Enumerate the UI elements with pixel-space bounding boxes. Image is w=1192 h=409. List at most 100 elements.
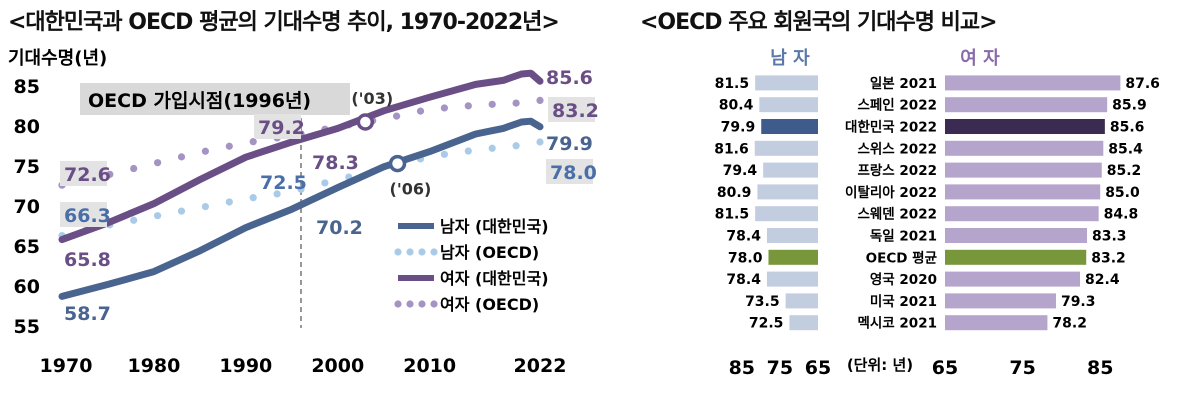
country-label: 미국 2021: [870, 294, 937, 310]
legend-swatch-dot: [418, 300, 426, 308]
legend-swatch-dot: [418, 248, 426, 256]
country-label: 이탈리아 2022: [845, 184, 937, 201]
male-bar: [759, 97, 818, 113]
country-label: 일본 2021: [870, 76, 937, 92]
country-label: 영국 2020: [870, 271, 937, 288]
dot-point: [154, 212, 162, 220]
female-value-label: 85.4: [1108, 141, 1143, 157]
male-bar: [766, 228, 818, 243]
dot-point: [130, 216, 138, 224]
dot-point: [249, 194, 257, 202]
value-label: 79.2: [258, 117, 305, 139]
female-value-label: 79.3: [1061, 294, 1096, 310]
female-bar: [945, 228, 1088, 243]
x-tick-label: 2010: [403, 355, 456, 377]
dot-point: [249, 138, 257, 146]
female-value-label: 78.2: [1052, 316, 1087, 332]
female-bar: [945, 315, 1048, 331]
male-value-label: 72.5: [749, 316, 784, 332]
male-value-label: 78.4: [726, 272, 761, 288]
dot-point: [440, 150, 448, 158]
dot-point: [416, 107, 425, 115]
male-bar: [761, 119, 818, 134]
male-value-label: 80.4: [719, 98, 754, 114]
y-axis-label: 기대수명(년): [8, 48, 107, 69]
dot-point: [536, 96, 544, 104]
life-expectancy-trend-panel: <대한민국과 OECD 평균의 기대수명 추이, 1970-2022년> 기대수…: [8, 10, 599, 377]
x-tick-label: 2000: [311, 355, 364, 377]
female-value-label: 83.2: [1091, 250, 1126, 266]
dot-point: [154, 159, 162, 167]
male-bar: [754, 140, 818, 156]
female-bar: [945, 75, 1121, 91]
female-value-label: 85.2: [1107, 163, 1142, 179]
female-bar: [945, 249, 1087, 265]
country-comparison-panel: <OECD 주요 회원국의 기대수명 비교> 남 자 여 자 81.5 87.6 일본 …: [600, 0, 1192, 409]
dot-point: [512, 99, 520, 107]
x-tick-label: 2022: [514, 355, 567, 377]
female-bar: [945, 97, 1108, 113]
value-label-bg: [546, 159, 593, 184]
female-bar: [945, 184, 1101, 200]
country-label: OECD 평균: [866, 249, 938, 266]
legend-label: 여자 (OECD): [440, 295, 539, 314]
dot-point: [177, 153, 186, 161]
line-chart: 기대수명(년) 55 60 65 70 75 80 85 1970 1980 1990 2000 201…: [8, 48, 599, 377]
legend-label: 여자 (대한민국): [440, 269, 549, 288]
legend-swatch-dot: [406, 300, 414, 308]
male-axis-tick: 85: [729, 357, 755, 379]
female-bar: [945, 119, 1105, 134]
country-label: 독일 2021: [870, 229, 937, 245]
male-value-label: 81.5: [715, 207, 750, 223]
country-label: 멕시코 2021: [857, 315, 937, 332]
male-value-label: 81.5: [715, 76, 750, 92]
male-bar: [768, 249, 818, 265]
country-label: 스위스 2022: [857, 141, 937, 157]
y-tick-label: 60: [14, 276, 40, 298]
legend-swatch-dot: [394, 248, 402, 256]
value-label: 58.7: [64, 303, 111, 325]
y-tick-label: 70: [14, 196, 40, 218]
y-tick-label: 85: [14, 76, 40, 98]
male-bar: [785, 293, 818, 309]
dot-point: [464, 102, 472, 110]
male-bar: [789, 315, 818, 331]
dot-point: [177, 207, 186, 215]
right-chart-title: <OECD 주요 회원국의 기대수명 비교>: [640, 10, 998, 35]
male-header: 남 자: [770, 48, 810, 69]
female-value-label: 83.3: [1092, 229, 1127, 245]
female-value-label: 82.4: [1085, 272, 1120, 288]
marker-06-label: ('06): [390, 180, 432, 199]
male-bar: [763, 162, 818, 178]
dot-point: [297, 185, 305, 193]
y-tick-label: 75: [14, 156, 40, 178]
male-korea-line: [58, 117, 544, 300]
male-bar: [755, 206, 818, 222]
country-label: 스웨덴 2022: [857, 207, 937, 223]
female-bar: [945, 206, 1099, 222]
y-tick-label: 65: [14, 236, 40, 258]
female-bar: [945, 140, 1104, 156]
value-label-bg: [548, 97, 595, 122]
value-label: 66.3: [64, 205, 111, 227]
female-bar: [945, 271, 1081, 287]
x-tick-label: 1980: [127, 355, 180, 377]
male-value-label: 80.9: [717, 185, 752, 201]
female-value-label: 85.6: [1110, 120, 1145, 136]
dot-point: [536, 138, 544, 146]
y-tick-label: 80: [14, 116, 40, 138]
legend-swatch-dot: [430, 300, 438, 308]
male-bar: [755, 75, 818, 91]
bar-chart: 남 자 여 자 81.5 87.6 일본 2021 80.4 85.9 스페인 2022 79.…: [714, 48, 1160, 379]
male-value-label: 79.4: [723, 163, 758, 179]
legend-swatch-dot: [430, 248, 438, 256]
country-label: 스페인 2022: [857, 97, 937, 114]
male-bar: [757, 184, 818, 200]
dot-point: [201, 147, 209, 155]
unit-label: (단위: 년): [847, 356, 913, 374]
female-axis-tick: 85: [1087, 357, 1113, 379]
male-value-label: 79.9: [721, 120, 756, 136]
male-bar: [766, 271, 818, 287]
dot-point: [225, 142, 233, 150]
dot-point: [393, 112, 401, 120]
